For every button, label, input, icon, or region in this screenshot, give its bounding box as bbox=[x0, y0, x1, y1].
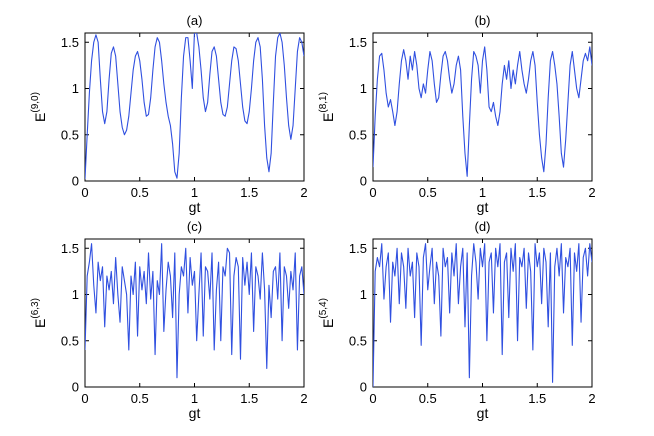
x-tick-label: 1.5 bbox=[528, 391, 546, 406]
y-axis-label: E(5,4) bbox=[318, 298, 336, 328]
y-tick-label: 1 bbox=[360, 81, 367, 96]
y-tick-label: 1.5 bbox=[61, 241, 79, 256]
x-tick-label: 1 bbox=[191, 391, 198, 406]
y-axis-label-base: E bbox=[320, 113, 336, 122]
y-axis-label-sup: (5,4) bbox=[318, 298, 329, 319]
y-tick-label: 1.5 bbox=[61, 35, 79, 50]
x-tick-label: 1.5 bbox=[240, 185, 258, 200]
y-tick-label: 0.5 bbox=[61, 333, 79, 348]
x-tick-label: 0.5 bbox=[131, 185, 149, 200]
x-axis-label: gt bbox=[477, 199, 489, 215]
y-tick-label: 0 bbox=[72, 380, 79, 395]
y-axis-label: E(8,1) bbox=[318, 92, 336, 122]
y-axis-label-sup: (8,1) bbox=[318, 92, 329, 113]
y-tick-label: 0 bbox=[72, 174, 79, 189]
x-tick-label: 2 bbox=[300, 391, 307, 406]
x-tick-label: 0 bbox=[369, 185, 376, 200]
x-axis-label: gt bbox=[189, 405, 201, 421]
x-tick-label: 1 bbox=[479, 185, 486, 200]
x-tick-label: 0 bbox=[369, 391, 376, 406]
chart-panel-4: (d) 0 0.5 1 1.5 2 0 0.5 1 1.5 gt E(5,4) bbox=[318, 219, 596, 421]
y-axis-label-sup: (6,3) bbox=[30, 298, 41, 319]
x-tick-label: 2 bbox=[588, 185, 595, 200]
x-tick-label: 2 bbox=[300, 185, 307, 200]
x-tick-label: 1 bbox=[191, 185, 198, 200]
y-axis-label-base: E bbox=[32, 319, 48, 328]
chart-panel-2: (b) 0 0.5 1 1.5 2 0 0.5 1 1.5 gt E(8,1) bbox=[318, 13, 596, 215]
y-axis-label-base: E bbox=[32, 113, 48, 122]
x-axis-label: gt bbox=[189, 199, 201, 215]
x-tick-label: 0 bbox=[81, 185, 88, 200]
y-tick-label: 0.5 bbox=[349, 127, 367, 142]
panel-title: (a) bbox=[187, 13, 203, 28]
y-axis-label-sup: (9,0) bbox=[30, 92, 41, 113]
series-line bbox=[85, 33, 304, 180]
y-axis-label-base: E bbox=[320, 319, 336, 328]
y-axis-label: E(6,3) bbox=[30, 298, 48, 328]
plot-frame bbox=[372, 32, 593, 182]
panel-title: (d) bbox=[475, 219, 491, 234]
y-axis-label: E(9,0) bbox=[30, 92, 48, 122]
x-tick-label: 2 bbox=[588, 391, 595, 406]
x-tick-label: 1.5 bbox=[528, 185, 546, 200]
y-tick-label: 0 bbox=[360, 380, 367, 395]
x-tick-label: 0.5 bbox=[419, 185, 437, 200]
y-tick-label: 1 bbox=[72, 81, 79, 96]
chart-panel-1: (a) 0 0.5 1 1.5 2 0 0.5 1 1.5 gt E(9,0) bbox=[30, 13, 308, 215]
x-tick-label: 1 bbox=[479, 391, 486, 406]
y-tick-label: 1 bbox=[72, 287, 79, 302]
x-axis-label: gt bbox=[477, 405, 489, 421]
panel-title: (b) bbox=[475, 13, 491, 28]
y-tick-label: 0 bbox=[360, 174, 367, 189]
x-tick-label: 0.5 bbox=[419, 391, 437, 406]
chart-panel-3: (c) 0 0.5 1 1.5 2 0 0.5 1 1.5 gt E(6,3) bbox=[30, 219, 308, 421]
x-tick-label: 0 bbox=[81, 391, 88, 406]
y-tick-label: 1 bbox=[360, 287, 367, 302]
y-tick-label: 0.5 bbox=[61, 127, 79, 142]
series-line bbox=[373, 243, 592, 387]
series-line bbox=[373, 46, 592, 177]
x-tick-label: 1.5 bbox=[240, 391, 258, 406]
plot-frame bbox=[84, 32, 305, 182]
series-line bbox=[85, 243, 304, 379]
panel-title: (c) bbox=[187, 219, 202, 234]
y-tick-label: 1.5 bbox=[349, 241, 367, 256]
y-tick-label: 0.5 bbox=[349, 333, 367, 348]
x-tick-label: 0.5 bbox=[131, 391, 149, 406]
y-tick-label: 1.5 bbox=[349, 35, 367, 50]
